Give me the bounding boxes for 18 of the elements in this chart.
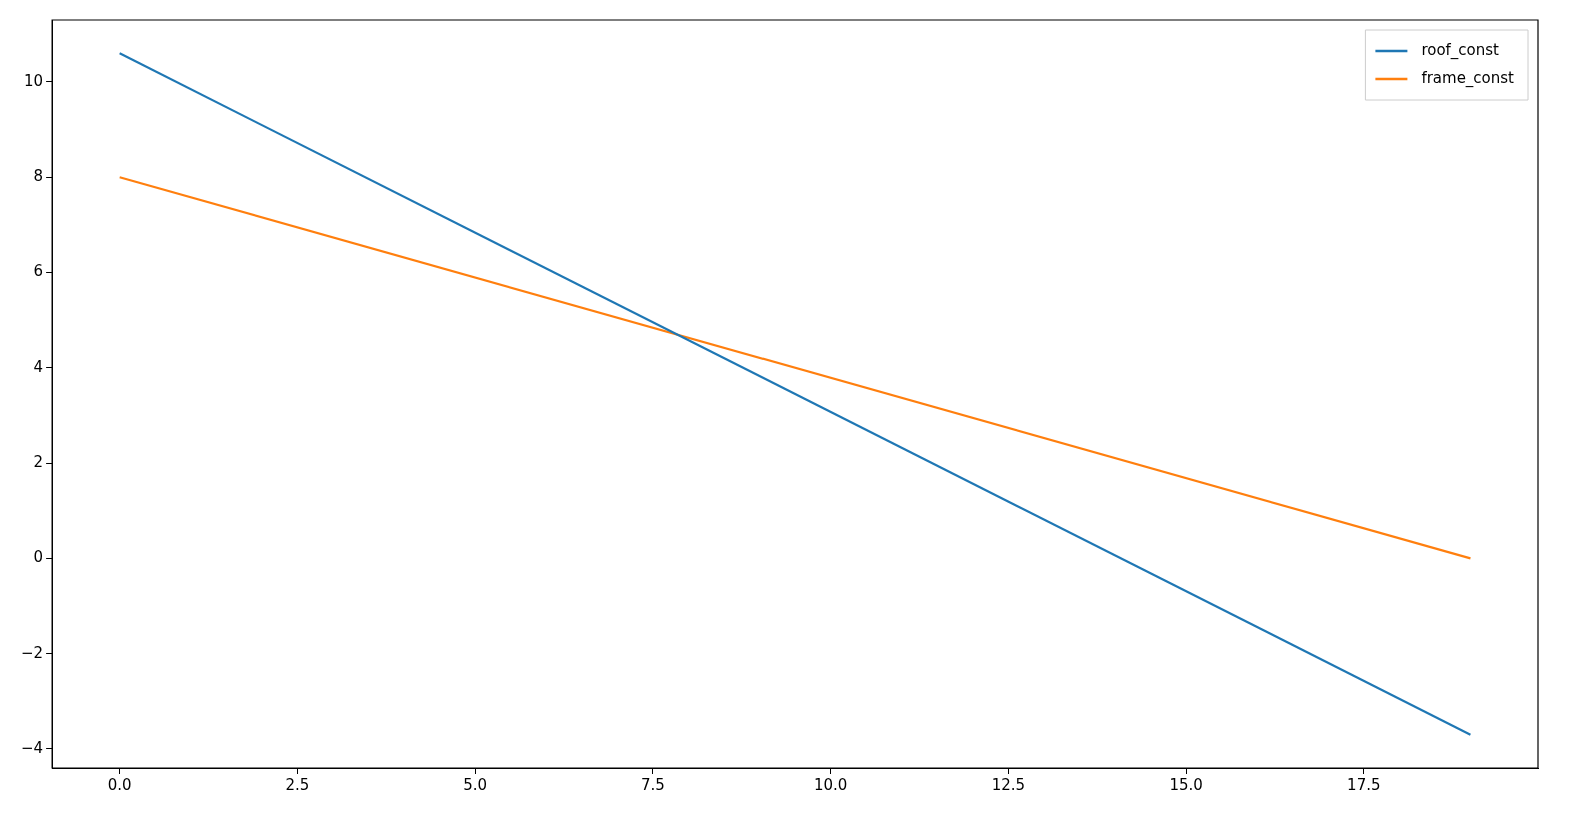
y-tick-label: 8	[33, 167, 44, 186]
x-tick-label: 5.0	[463, 775, 488, 794]
y-tick-label: 2	[33, 452, 44, 471]
x-tick-label: 10.0	[813, 775, 848, 794]
y-tick-label: −2	[20, 643, 44, 662]
y-tick-label: 0	[33, 548, 44, 567]
x-tick-label: 2.5	[285, 775, 310, 794]
x-tick-label: 0.0	[107, 775, 132, 794]
y-tick-label: 10	[24, 71, 44, 90]
legend-label: roof_const	[1421, 40, 1500, 60]
y-tick-label: 6	[33, 262, 44, 281]
x-tick-label: 15.0	[1169, 775, 1203, 794]
x-tick-label: 7.5	[640, 775, 665, 794]
y-tick-label: −4	[20, 738, 44, 757]
x-tick-label: 17.5	[1347, 775, 1381, 794]
x-tick-label: 12.5	[991, 775, 1026, 794]
legend-label: frame_const	[1421, 68, 1515, 88]
y-tick-label: 4	[33, 357, 44, 376]
